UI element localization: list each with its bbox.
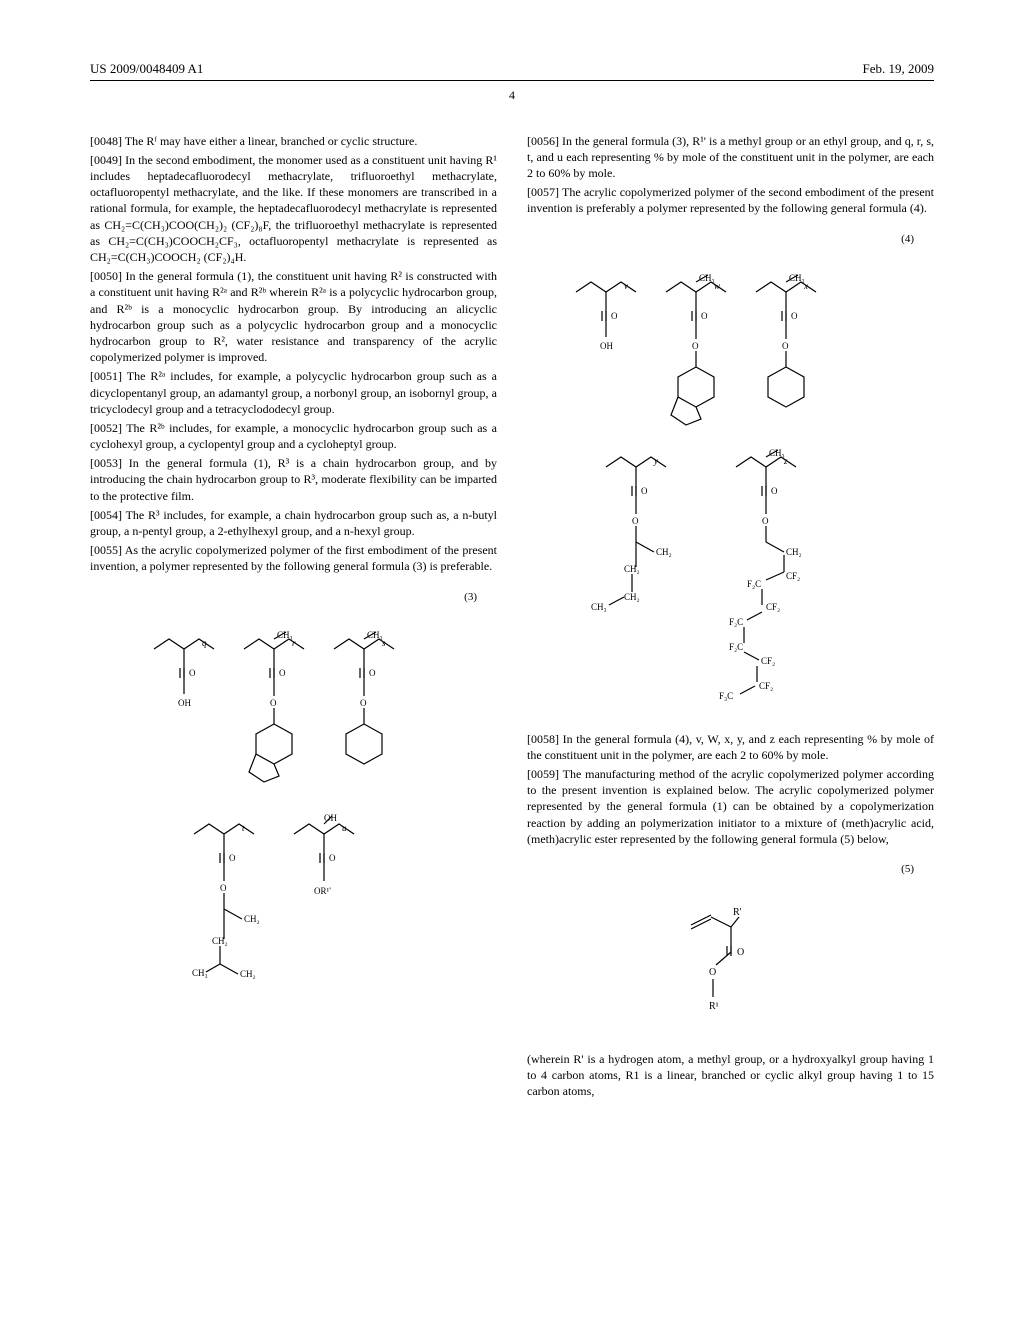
svg-text:OR¹': OR¹' [314,886,331,896]
svg-text:CH₃: CH₃ [789,273,805,283]
svg-text:x: x [803,281,808,291]
page-number: 4 [90,87,934,103]
svg-text:CF₂: CF₂ [759,681,773,691]
svg-text:s: s [382,638,386,648]
svg-text:w: w [714,281,720,291]
para-after-formula5: (wherein R' is a hydrogen atom, a methyl… [527,1051,934,1100]
svg-text:F₂C: F₂C [729,617,743,627]
svg-text:O: O [611,311,618,321]
svg-text:CH₂: CH₂ [240,969,256,979]
svg-text:OH: OH [600,341,613,351]
svg-text:q: q [202,638,207,648]
svg-text:CH₃: CH₃ [699,273,715,283]
chem-svg-4: v O OH CH₃ w O O [561,267,901,707]
svg-text:CH₃: CH₃ [277,630,293,640]
chem-formula-4: v O OH CH₃ w O O [527,267,934,711]
chem-svg-3: q O OH CH₃ r O O [134,624,454,1014]
para-0059: [0059] The manufacturing method of the a… [527,766,934,847]
chem-formula-5: R' O O R¹ [527,897,934,1031]
para-0052: [0052] The R²ᵇ includes, for example, a … [90,420,497,452]
para-0049: [0049] In the second embodiment, the mon… [90,152,497,265]
svg-text:r: r [292,638,296,648]
formula-3-label: (3) [90,590,497,605]
right-column: [0056] In the general formula (3), R¹' i… [527,133,934,1103]
svg-text:CH₂: CH₂ [624,564,640,574]
svg-text:O: O [641,486,648,496]
svg-text:u: u [342,823,347,833]
svg-text:y: y [653,456,658,466]
svg-text:z: z [783,456,788,466]
para-0048: [0048] The Rᶠ may have either a linear, … [90,133,497,149]
formula-5-label: (5) [527,862,934,877]
svg-text:v: v [624,281,628,291]
svg-text:CH₂: CH₂ [212,936,228,946]
svg-text:F₃C: F₃C [719,691,733,701]
page-header: US 2009/0048409 A1 Feb. 19, 2009 [90,60,934,81]
two-column-layout: [0048] The Rᶠ may have either a linear, … [90,133,934,1103]
svg-text:O: O [632,516,639,526]
svg-text:O: O [329,853,336,863]
svg-text:CH₂: CH₂ [656,547,672,557]
svg-text:O: O [791,311,798,321]
para-0057: [0057] The acrylic copolymerized polymer… [527,184,934,216]
svg-text:O: O [279,668,286,678]
para-0056: [0056] In the general formula (3), R¹' i… [527,133,934,182]
svg-text:O: O [189,668,196,678]
para-0050: [0050] In the general formula (1), the c… [90,268,497,365]
svg-text:O: O [762,516,769,526]
svg-text:O: O [229,853,236,863]
para-0058: [0058] In the general formula (4), v, W,… [527,731,934,763]
svg-text:O: O [701,311,708,321]
svg-text:OH: OH [178,698,191,708]
para-0051: [0051] The R²ᵃ includes, for example, a … [90,368,497,417]
svg-text:CH₃: CH₃ [367,630,383,640]
para-0055: [0055] As the acrylic copolymerized poly… [90,542,497,574]
doc-number: US 2009/0048409 A1 [90,60,203,78]
para-0053: [0053] In the general formula (1), R³ is… [90,455,497,504]
chem-svg-5: R' O O R¹ [661,897,801,1027]
svg-text:O: O [771,486,778,496]
svg-text:CF₂: CF₂ [766,602,780,612]
svg-text:CH₃: CH₃ [591,602,607,612]
svg-text:O: O [782,341,789,351]
svg-text:CH₃: CH₃ [769,448,785,458]
svg-text:CH₃: CH₃ [192,968,208,978]
formula-4-label: (4) [527,232,934,247]
svg-text:CF₂: CF₂ [761,656,775,666]
svg-text:R¹: R¹ [709,1001,719,1012]
svg-text:R': R' [733,907,742,918]
left-column: [0048] The Rᶠ may have either a linear, … [90,133,497,1103]
svg-text:CH₂: CH₂ [786,547,802,557]
svg-text:O: O [360,698,367,708]
svg-text:O: O [270,698,277,708]
svg-text:O: O [220,883,227,893]
svg-text:O: O [709,967,716,978]
svg-text:CF₂: CF₂ [786,571,800,581]
svg-text:F₂C: F₂C [729,642,743,652]
para-0054: [0054] The R³ includes, for example, a c… [90,507,497,539]
svg-text:CH₂: CH₂ [624,592,640,602]
chem-formula-3: q O OH CH₃ r O O [90,624,497,1018]
svg-text:O: O [737,947,744,958]
svg-text:O: O [692,341,699,351]
svg-text:F₂C: F₂C [747,579,761,589]
doc-date: Feb. 19, 2009 [863,60,935,78]
svg-text:CH₂: CH₂ [244,914,260,924]
svg-text:O: O [369,668,376,678]
